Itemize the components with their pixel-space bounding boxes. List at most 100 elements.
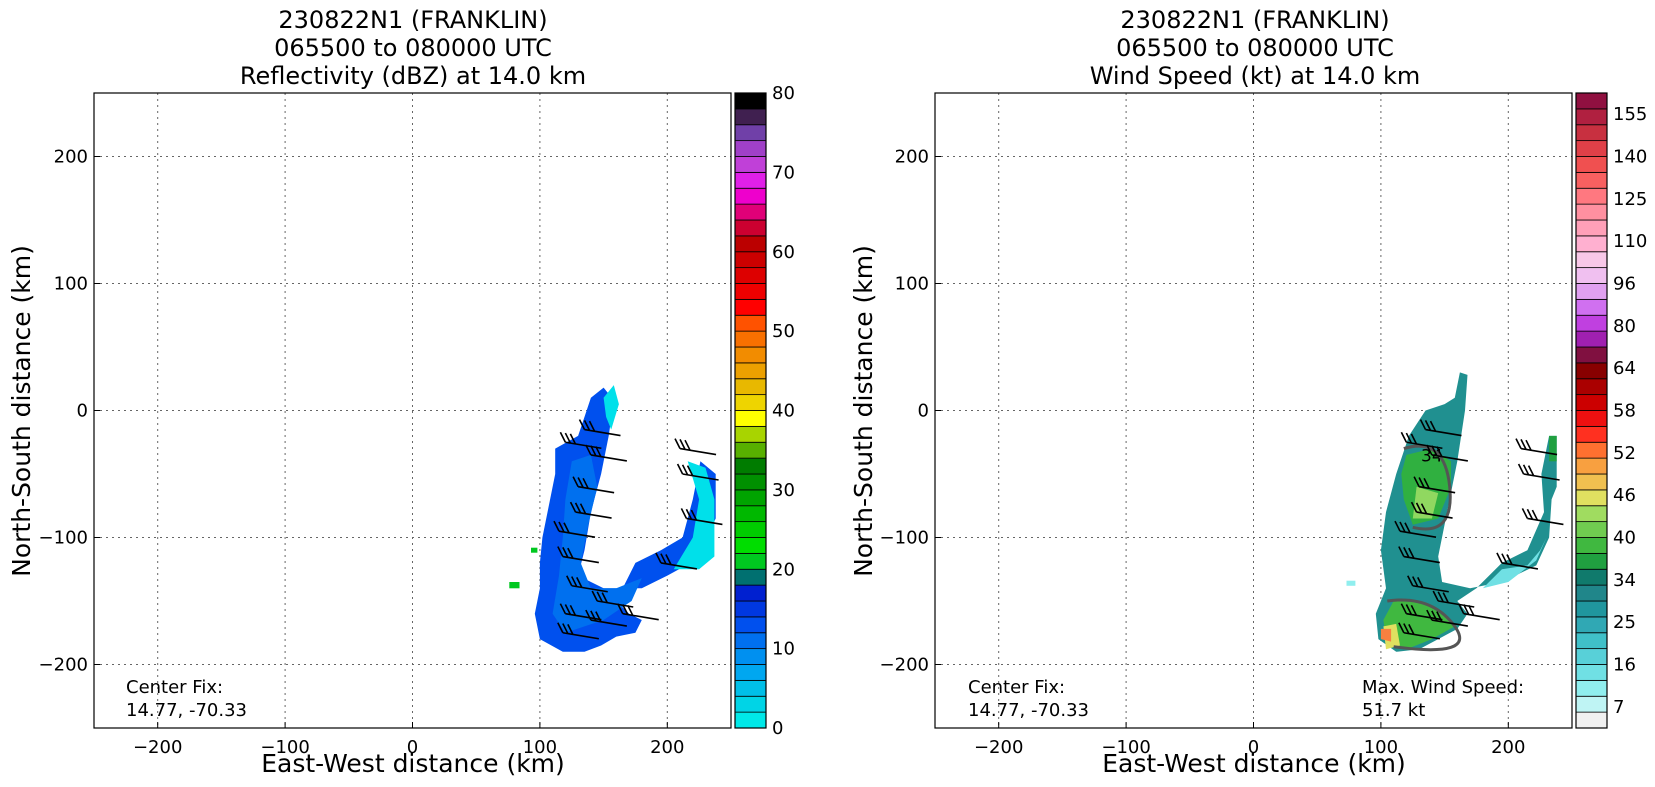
reflectivity-colorbar-tick-label: 80 xyxy=(772,83,795,104)
reflectivity-wind-barb xyxy=(616,603,659,621)
wind-colorbar-swatch xyxy=(1575,568,1608,586)
reflectivity-colorbar-swatch xyxy=(734,346,767,364)
reflectivity-x-tick-label: 0 xyxy=(407,737,418,758)
reflectivity-colorbar-swatch xyxy=(734,568,767,586)
reflectivity-colorbar-swatch xyxy=(734,425,767,443)
wind-colorbar-tick-label: 80 xyxy=(1613,316,1636,337)
wind-grid xyxy=(935,93,1572,728)
wind-wind-barbs xyxy=(1394,419,1564,640)
wind-colorbar-tick-label: 96 xyxy=(1613,274,1636,295)
reflectivity-grid xyxy=(94,93,731,728)
wind-colorbar-swatch xyxy=(1575,362,1608,380)
max-wind-speed-value: 51.7 kt xyxy=(1362,700,1425,721)
reflectivity-green-speck-2 xyxy=(531,547,538,553)
reflectivity-x-tick-label: −100 xyxy=(260,737,309,758)
reflectivity-colorbar-swatch xyxy=(734,711,767,729)
wind-colorbar-swatch xyxy=(1575,648,1608,665)
wind-colorbar-swatch xyxy=(1575,156,1608,173)
reflectivity-colorbar-tick-label: 60 xyxy=(772,242,795,263)
wind-wind-barb xyxy=(1496,552,1539,570)
reflectivity-colorbar-swatch xyxy=(734,505,767,523)
reflectivity-colorbar-swatch xyxy=(734,330,767,348)
wind-wind-barb xyxy=(1515,438,1558,456)
reflectivity-colorbar-tick-label: 40 xyxy=(772,401,795,422)
wind-colorbar-tick-label: 140 xyxy=(1613,147,1647,168)
wind-colorbar-tick-label: 34 xyxy=(1613,570,1636,591)
wind-colorbar-swatch xyxy=(1575,632,1608,650)
wind-wind-barb xyxy=(1517,463,1560,481)
reflectivity-colorbar-swatch xyxy=(734,187,767,205)
reflectivity-center-fix-label: Center Fix: xyxy=(126,677,223,698)
reflectivity-panel: 230822N1 (FRANKLIN) 065500 to 080000 UTC… xyxy=(7,6,795,778)
wind-colorbar-swatch xyxy=(1575,346,1608,364)
wind-colorbar-swatch xyxy=(1575,521,1608,538)
wind-wind-barb xyxy=(1398,622,1440,640)
wind-colorbar-swatch xyxy=(1575,584,1608,602)
reflectivity-y-tick-label: −200 xyxy=(39,655,88,676)
wind-wind-barb xyxy=(1410,501,1453,519)
max-wind-speed-label: Max. Wind Speed: xyxy=(1362,677,1524,698)
wind-x-ticks: −200 −100 0 100 200 xyxy=(974,722,1525,758)
wind-center-fix-value: 14.77, -70.33 xyxy=(968,700,1089,721)
reflectivity-green-speck xyxy=(509,582,520,589)
wind-colorbar-swatch xyxy=(1575,711,1608,729)
wind-colorbar-tick-label: 58 xyxy=(1613,401,1636,422)
reflectivity-colorbar-tick-label: 10 xyxy=(772,639,795,660)
reflectivity-y-tick-label: 0 xyxy=(77,401,88,422)
reflectivity-colorbar-swatch xyxy=(734,441,767,459)
reflectivity-colorbar-swatch xyxy=(734,537,767,554)
reflectivity-x-tick-label: 100 xyxy=(523,737,557,758)
wind-colorbar-swatch xyxy=(1575,441,1608,459)
reflectivity-wind-barb xyxy=(559,431,602,450)
wind-colorbar-swatch xyxy=(1575,410,1608,427)
wind-title-line-2: 065500 to 080000 UTC xyxy=(1116,34,1394,62)
wind-colorbar-tick-label: 110 xyxy=(1613,231,1647,252)
reflectivity-x-tick-label: 200 xyxy=(650,737,684,758)
reflectivity-colorbar-tick-label: 0 xyxy=(772,718,783,739)
wind-colorbar-swatch xyxy=(1575,219,1608,237)
reflectivity-wind-barb xyxy=(572,476,615,494)
reflectivity-x-axis-label: East-West distance (km) xyxy=(261,749,565,778)
wind-colorbar-swatch xyxy=(1575,251,1608,269)
reflectivity-wind-barb xyxy=(680,508,723,526)
wind-colorbar-swatch xyxy=(1575,298,1608,316)
reflectivity-colorbar-swatch xyxy=(734,298,767,316)
wind-colorbar-tick-label: 52 xyxy=(1613,443,1636,464)
wind-cyan-east xyxy=(1482,537,1547,589)
reflectivity-wind-barb xyxy=(674,438,717,456)
reflectivity-colorbar-swatch xyxy=(734,251,767,269)
reflectivity-x-tick-label: −200 xyxy=(133,737,182,758)
wind-colorbar-swatch xyxy=(1575,505,1608,523)
reflectivity-colorbar-tick-label: 50 xyxy=(772,321,795,342)
wind-x-axis-label: East-West distance (km) xyxy=(1102,749,1406,778)
reflectivity-outer-cyan-east xyxy=(673,461,715,570)
reflectivity-colorbar-swatch xyxy=(734,410,767,427)
wind-x-tick-label: 100 xyxy=(1364,737,1398,758)
reflectivity-wind-barb xyxy=(566,575,608,593)
wind-colorbar-tick-label: 25 xyxy=(1613,612,1636,633)
wind-x-tick-label: 0 xyxy=(1248,737,1259,758)
reflectivity-colorbar-frame xyxy=(734,92,767,729)
reflectivity-x-ticks: −200 −100 0 100 200 xyxy=(133,722,684,758)
reflectivity-colorbar-swatch xyxy=(734,600,767,618)
wind-y-ticks: −200 −100 0 100 200 xyxy=(880,147,941,676)
wind-cyan-speck xyxy=(1346,580,1356,586)
reflectivity-inner-echo xyxy=(552,454,642,633)
wind-y-tick-label: −200 xyxy=(880,655,929,676)
wind-colorbar-swatch xyxy=(1575,203,1608,221)
wind-colorbar-frame xyxy=(1575,92,1608,729)
wind-colorbar-swatch xyxy=(1575,378,1608,396)
wind-colorbar-tick-label: 16 xyxy=(1613,655,1636,676)
wind-colorbar-swatch xyxy=(1575,664,1608,681)
reflectivity-colorbar-tick-label: 30 xyxy=(772,480,795,501)
wind-x-tick-label: −200 xyxy=(974,737,1023,758)
wind-colorbar-swatch xyxy=(1575,267,1608,284)
reflectivity-colorbar-swatch xyxy=(734,267,767,284)
reflectivity-colorbar-swatch xyxy=(734,108,767,126)
reflectivity-colorbar-swatch xyxy=(734,679,767,697)
reflectivity-wind-barbs xyxy=(553,419,723,640)
wind-light-green xyxy=(1412,486,1439,519)
wind-y-tick-label: 200 xyxy=(895,147,929,168)
wind-main-wind xyxy=(1375,372,1557,652)
